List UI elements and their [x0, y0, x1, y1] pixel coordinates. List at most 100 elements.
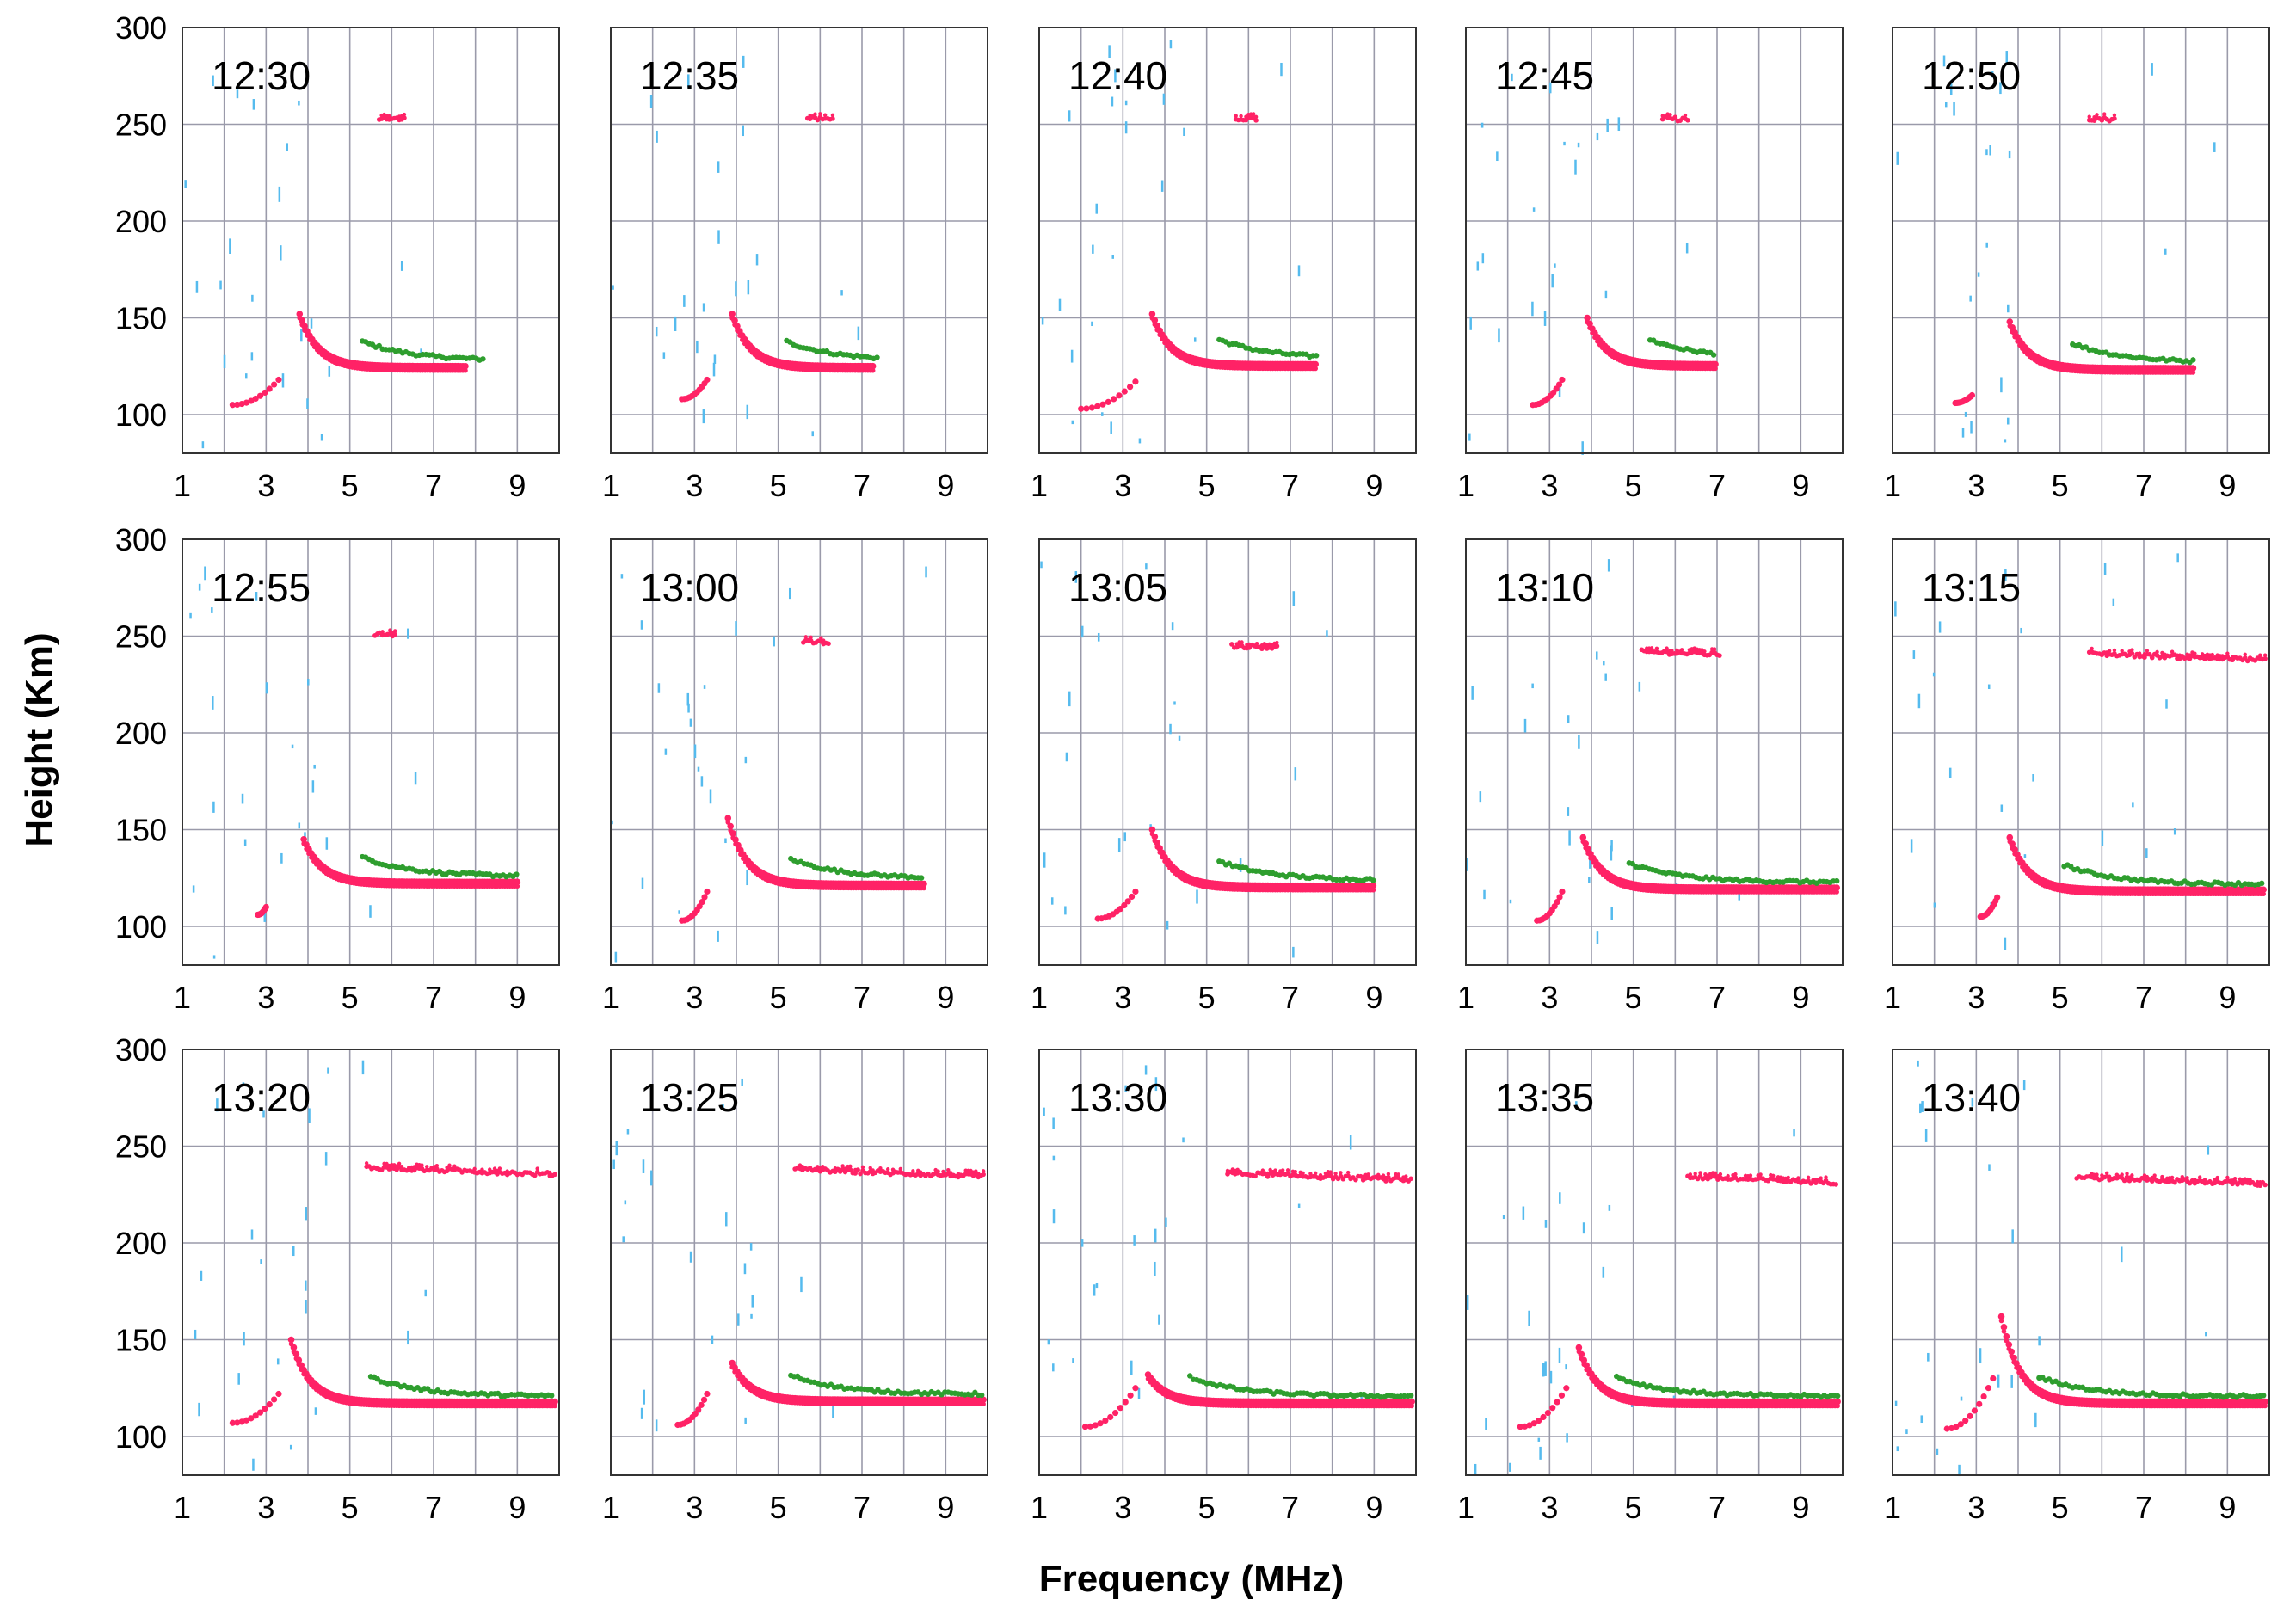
noise-mark	[2121, 1246, 2123, 1263]
f-trace-point	[1396, 1172, 1400, 1177]
noise-mark	[1481, 253, 1485, 264]
f-trace-point	[1293, 1169, 1298, 1174]
e-lower-point	[1117, 1405, 1124, 1412]
f-trace-point	[826, 641, 831, 647]
noise-mark	[400, 261, 403, 271]
noise-mark	[1988, 1164, 1991, 1171]
noise-mark	[1912, 650, 1916, 659]
noise-mark	[223, 354, 226, 368]
noise-mark	[1145, 563, 1148, 570]
f-trace-point	[1404, 1174, 1408, 1178]
e-lower-point	[1088, 404, 1095, 411]
f-trace-point	[399, 1164, 404, 1169]
e-lower-point	[229, 402, 236, 409]
noise-mark	[1565, 1364, 1567, 1370]
o-trace-point	[1584, 314, 1591, 322]
noise-mark	[1111, 255, 1114, 259]
e-lower-point	[1111, 396, 1117, 403]
x-trace-point	[1370, 877, 1376, 883]
noise-mark	[737, 1313, 740, 1326]
noise-mark	[683, 295, 686, 307]
noise-mark	[746, 404, 749, 420]
f-trace-point	[2137, 651, 2142, 655]
x-tick-label: 1	[1031, 468, 1048, 503]
f-trace-point	[830, 113, 835, 118]
x-trace-point	[978, 1392, 985, 1399]
noise-mark	[298, 822, 301, 829]
noise-mark	[263, 913, 267, 922]
f-trace-point	[2107, 649, 2112, 653]
noise-mark	[250, 352, 254, 361]
noise-mark	[1997, 1374, 2000, 1388]
o-trace-point	[729, 311, 736, 317]
noise-mark	[1537, 1437, 1541, 1442]
f-trace-point	[2170, 1175, 2175, 1180]
f-trace-point	[1273, 1168, 1277, 1172]
x-tick-label: 1	[1457, 1490, 1474, 1525]
noise-mark	[1543, 311, 1547, 326]
noise-mark	[2205, 1332, 2207, 1337]
panel-frame	[182, 538, 560, 966]
o-trace-point	[981, 1401, 986, 1407]
noise-mark	[1097, 632, 1100, 642]
noise-mark	[1294, 767, 1297, 781]
noise-mark	[1549, 1370, 1553, 1384]
noise-mark	[2032, 773, 2034, 782]
noise-mark	[306, 398, 309, 409]
noise-mark	[1123, 832, 1127, 842]
f-trace-point	[1771, 1173, 1776, 1178]
e-lower-point	[1967, 1412, 1973, 1419]
o-trace-point	[296, 311, 304, 317]
f-trace-point	[819, 636, 823, 640]
x-tick-label: 9	[508, 1490, 526, 1525]
noise-mark	[307, 679, 310, 686]
f-trace-point	[1301, 1171, 1305, 1175]
noise-mark	[1910, 839, 1913, 853]
x-tick-label: 1	[1457, 468, 1474, 503]
noise-mark	[643, 1389, 645, 1405]
noise-mark	[252, 1458, 255, 1471]
f-trace-point	[813, 112, 817, 116]
noise-mark	[1596, 651, 1598, 660]
x-tick-label: 9	[1792, 468, 1809, 503]
f-trace-point	[2104, 1171, 2109, 1175]
noise-mark	[2164, 248, 2167, 255]
x-tick-label: 1	[174, 980, 191, 1015]
f-trace-point	[2225, 1175, 2230, 1180]
f-trace-point	[1806, 1175, 1811, 1180]
noise-mark	[655, 326, 658, 337]
noise-mark	[1173, 701, 1176, 705]
x-tick-label: 3	[686, 1490, 703, 1525]
e-lower-point	[1121, 901, 1128, 909]
noise-mark	[1523, 718, 1527, 733]
noise-mark	[305, 1300, 307, 1314]
noise-mark	[678, 910, 680, 914]
noise-mark	[1581, 441, 1584, 455]
x-tick-label: 9	[2219, 980, 2236, 1015]
noise-mark	[1092, 244, 1094, 254]
f-trace-point	[1333, 1171, 1338, 1176]
x-tick-label: 9	[1365, 980, 1382, 1015]
noise-mark	[1917, 693, 1921, 709]
x-tick-label: 7	[1708, 980, 1726, 1015]
e-lower-point	[248, 397, 255, 404]
noise-mark	[252, 99, 255, 110]
f-trace-point	[1275, 640, 1279, 645]
o-trace-point	[2261, 891, 2266, 897]
noise-mark	[1124, 121, 1128, 134]
noise-mark	[1948, 767, 1952, 778]
noise-mark	[640, 620, 643, 630]
noise-mark	[1604, 673, 1607, 681]
x-trace-point	[2259, 880, 2265, 887]
noise-mark	[1542, 1363, 1545, 1377]
x-tick-label: 5	[342, 468, 359, 503]
noise-mark	[281, 373, 285, 388]
f-trace-point	[2210, 652, 2215, 657]
panel-time-label: 12:30	[212, 53, 311, 98]
noise-mark	[744, 1417, 747, 1424]
f-trace-point	[1240, 640, 1244, 644]
x-tick-label: 9	[508, 980, 526, 1015]
panel-time-label: 13:35	[1495, 1075, 1594, 1120]
o-trace-point	[2190, 370, 2196, 375]
